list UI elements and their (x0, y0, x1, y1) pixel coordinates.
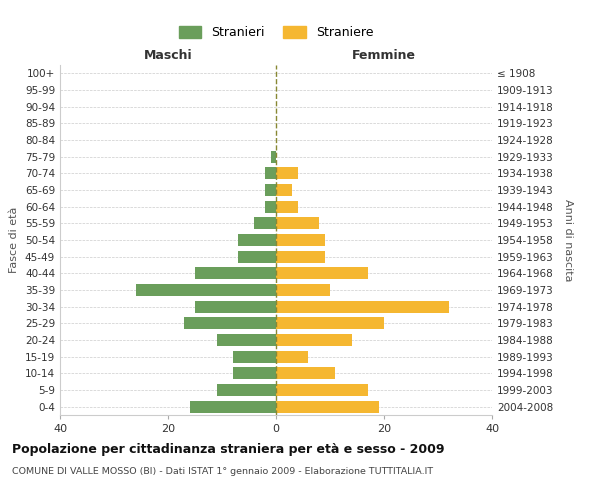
Bar (276, 200, 298, 212)
Bar (136, 284, 276, 296)
Bar (190, 400, 276, 412)
Bar (238, 234, 276, 246)
Bar (276, 400, 379, 412)
Bar (217, 384, 276, 396)
Bar (195, 268, 276, 280)
Text: Femmine: Femmine (352, 48, 416, 62)
Bar (276, 318, 384, 330)
Bar (276, 250, 325, 262)
Bar (265, 200, 276, 212)
Bar (184, 318, 276, 330)
Bar (276, 300, 449, 312)
Legend: Stranieri, Straniere: Stranieri, Straniere (179, 26, 373, 39)
Bar (254, 218, 276, 230)
Y-axis label: Fasce di età: Fasce di età (10, 207, 19, 273)
Bar (276, 350, 308, 362)
Bar (276, 184, 292, 196)
Bar (276, 234, 325, 246)
Bar (233, 368, 276, 380)
Bar (276, 268, 368, 280)
Bar (276, 284, 330, 296)
Text: Maschi: Maschi (143, 48, 193, 62)
Bar (271, 150, 276, 162)
Bar (238, 250, 276, 262)
Bar (276, 384, 368, 396)
Text: COMUNE DI VALLE MOSSO (BI) - Dati ISTAT 1° gennaio 2009 - Elaborazione TUTTITALI: COMUNE DI VALLE MOSSO (BI) - Dati ISTAT … (12, 468, 433, 476)
Text: Popolazione per cittadinanza straniera per età e sesso - 2009: Popolazione per cittadinanza straniera p… (12, 442, 445, 456)
Bar (233, 350, 276, 362)
Bar (276, 218, 319, 230)
Y-axis label: Anni di nascita: Anni di nascita (563, 198, 573, 281)
Bar (276, 334, 352, 346)
Bar (276, 168, 298, 179)
Bar (276, 368, 335, 380)
Bar (217, 334, 276, 346)
Bar (265, 184, 276, 196)
Bar (265, 168, 276, 179)
Bar (195, 300, 276, 312)
